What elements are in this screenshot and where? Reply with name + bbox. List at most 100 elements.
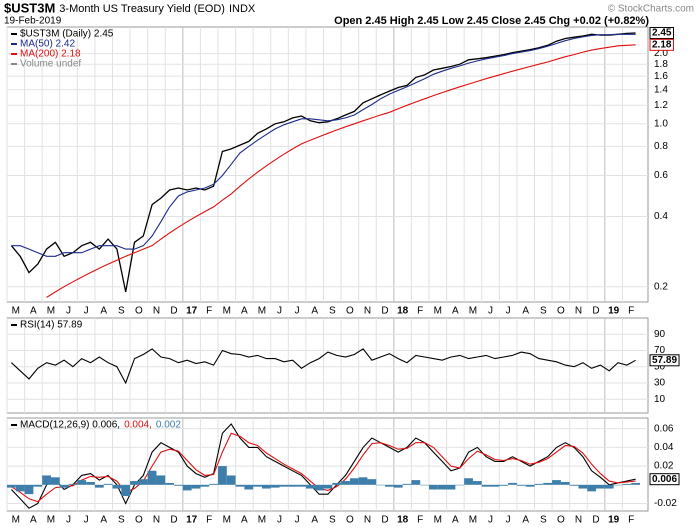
x-tick-label: J — [66, 515, 71, 526]
histogram-bar — [587, 484, 597, 492]
x-tick-label: A — [100, 306, 107, 317]
x-tick-label: M — [223, 515, 231, 526]
histogram-bar — [24, 484, 34, 495]
histogram-bar — [569, 484, 579, 486]
x-tick-label: S — [118, 306, 125, 317]
histogram-bar — [147, 470, 157, 485]
histogram-bar — [7, 484, 16, 488]
x-tick-label: N — [364, 306, 371, 317]
x-tick-label: D — [381, 306, 388, 317]
histogram-bar — [50, 477, 60, 485]
histogram-bar — [349, 478, 359, 485]
legend-entry: RSI(14) 57.89 — [20, 320, 83, 331]
histogram-bar — [77, 480, 87, 485]
histogram-bar — [358, 477, 368, 485]
x-tick-label: J — [277, 306, 282, 317]
legend-entry: MA(50) 2.42 — [20, 39, 75, 50]
x-tick-label: J — [295, 306, 300, 317]
last-value-box — [649, 38, 674, 51]
x-tick-label: O — [557, 306, 565, 317]
x-tick-label: O — [346, 515, 354, 526]
histogram-bar — [341, 481, 350, 485]
x-tick-label: D — [170, 515, 177, 526]
x-tick-label: M — [12, 306, 20, 317]
legend-entry: $UST3M (Daily) 2.45 — [20, 29, 114, 40]
histogram-bar — [367, 479, 377, 485]
histogram-bar — [393, 484, 403, 488]
x-tick-label: A — [241, 515, 248, 526]
last-value-label: 2.45 — [652, 28, 672, 39]
histogram-bar — [86, 481, 95, 485]
histogram-bar — [429, 484, 438, 490]
y-tick-label: 1.4 — [654, 84, 668, 95]
histogram-bar — [420, 484, 429, 486]
histogram-bar — [209, 483, 218, 485]
histogram-bar — [376, 484, 386, 486]
histogram-bar — [472, 481, 482, 485]
x-tick-label: D — [381, 515, 388, 526]
last-value-label: 57.89 — [652, 355, 677, 366]
panel-frame — [6, 26, 649, 303]
series-line — [11, 33, 636, 257]
x-tick-label: O — [346, 306, 354, 317]
histogram-bar — [534, 483, 544, 485]
date: 19-Feb-2019 — [4, 16, 62, 27]
x-tick-label: A — [522, 515, 529, 526]
x-tick-label: M — [47, 306, 55, 317]
x-tick-label: 17 — [186, 306, 198, 317]
symbol-name: 3-Month US Treasury Yield (EOD) — [59, 3, 225, 15]
histogram-bar — [560, 481, 570, 485]
y-tick-label: 50 — [654, 361, 666, 372]
x-tick-label: N — [153, 515, 160, 526]
x-tick-label: S — [540, 515, 547, 526]
histogram-bar — [411, 480, 421, 485]
last-value-box — [649, 27, 674, 40]
x-tick-label: S — [118, 515, 125, 526]
x-tick-label: A — [311, 306, 318, 317]
x-tick-label: D — [592, 515, 599, 526]
legend-entry: Volume undef — [20, 59, 81, 70]
x-tick-label: 17 — [186, 515, 198, 526]
panel: M A M J J A S O N D 17 F M A M J J A S O N D 18 F M A M J J A S O N D 19 F0… — [6, 417, 677, 526]
histogram-bar — [218, 466, 227, 485]
histogram-bar — [402, 483, 412, 485]
histogram-bar — [235, 484, 245, 487]
histogram-bar — [516, 484, 526, 486]
series-line — [10, 32, 636, 293]
exchange: INDX — [229, 3, 256, 15]
y-tick-label: -0.02 — [654, 498, 677, 509]
last-value-box — [649, 473, 680, 486]
legend-entry: MACD(12,26,9) 0.006, — [20, 420, 120, 431]
x-tick-label: A — [452, 515, 459, 526]
histogram-bar — [191, 484, 201, 489]
histogram-bar — [156, 475, 166, 485]
y-tick-label: 10 — [654, 394, 666, 405]
y-tick-label: 90 — [654, 329, 666, 340]
x-tick-label: F — [628, 306, 634, 317]
histogram-bar — [138, 479, 148, 485]
x-tick-label: S — [329, 306, 336, 317]
y-tick-label: 0.02 — [654, 461, 674, 472]
histogram-bar — [385, 484, 394, 487]
histogram-bar — [455, 484, 465, 486]
x-tick-label: M — [258, 306, 266, 317]
x-tick-label: S — [329, 515, 336, 526]
x-tick-label: J — [488, 515, 493, 526]
histogram-bar — [578, 484, 588, 489]
x-tick-label: A — [30, 306, 37, 317]
x-tick-label: J — [488, 306, 493, 317]
histogram-bar — [288, 484, 298, 487]
last-value-label: 2.18 — [652, 39, 672, 50]
x-tick-label: M — [434, 306, 442, 317]
histogram-bar — [631, 482, 640, 485]
x-tick-label: J — [66, 306, 71, 317]
x-tick-label: F — [628, 515, 634, 526]
x-tick-label: A — [30, 515, 37, 526]
x-tick-label: 18 — [397, 515, 409, 526]
x-tick-label: O — [557, 515, 565, 526]
x-tick-label: N — [364, 515, 371, 526]
x-tick-label: 19 — [608, 515, 620, 526]
y-tick-label: 0.4 — [654, 211, 668, 222]
panel-frame — [6, 417, 649, 512]
